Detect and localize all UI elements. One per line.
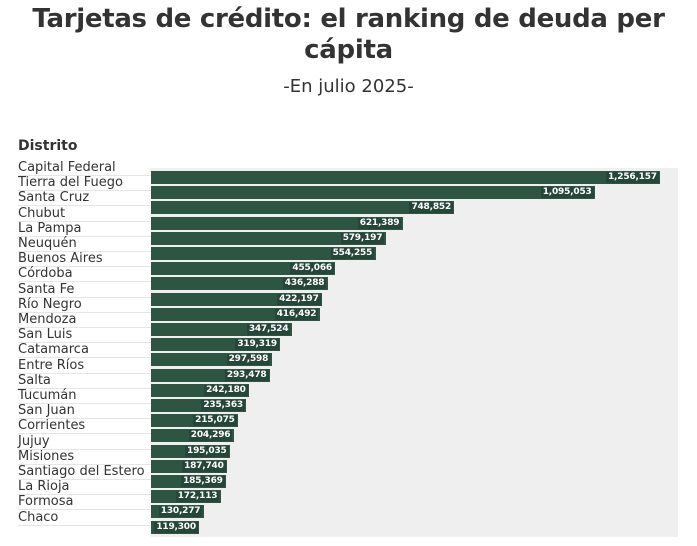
value-label: 319,319 (235, 339, 279, 351)
value-label: 579,197 (340, 232, 385, 244)
row-label: Misiones (18, 449, 151, 465)
bar: 297,598 (151, 353, 272, 367)
bar: 187,740 (151, 459, 228, 473)
value-label: 119,300 (154, 521, 198, 533)
value-label: 347,524 (246, 324, 291, 335)
row-label: Tucumán (18, 389, 151, 404)
value-label: 172,113 (175, 491, 220, 503)
bar: 119,300 (151, 520, 200, 534)
row-label: Buenos Aires (18, 252, 151, 268)
bar: 422,197 (151, 292, 323, 306)
chart-subtitle: -En julio 2025- (283, 76, 414, 97)
row-label: Formosa (18, 495, 151, 511)
bar: 204,296 (151, 429, 234, 443)
value-label: 297,598 (226, 354, 271, 366)
bar: 195,035 (151, 444, 231, 458)
row-label: Córdoba (18, 267, 151, 283)
bar: 319,319 (151, 338, 281, 352)
row-label: Santiago del Estero (18, 465, 151, 480)
row-label: Corrientes (18, 419, 151, 435)
value-label: 455,066 (290, 263, 334, 275)
value-label: 293,478 (224, 369, 269, 381)
bar: 215,075 (151, 414, 239, 428)
bar: 1,256,157 (151, 171, 660, 184)
bar: 621,389 (151, 216, 403, 230)
value-label: 215,075 (193, 415, 237, 427)
row-label: Catamarca (18, 343, 151, 359)
value-label: 1,256,157 (606, 172, 659, 183)
row-label: Santa Fe (18, 282, 151, 298)
row-label: Entre Ríos (18, 358, 151, 374)
value-label: 195,035 (185, 445, 229, 457)
chart-title: Tarjetas de crédito: el ranking de deuda… (32, 4, 665, 65)
column-header-distrito: Distrito (18, 138, 78, 154)
row-label: Tierra del Fuego (18, 176, 151, 192)
row-label: La Pampa (18, 221, 151, 237)
value-label: 621,389 (357, 217, 402, 229)
bar: 130,277 (151, 505, 204, 519)
bar: 1,095,053 (151, 186, 595, 200)
value-label: 185,369 (181, 476, 225, 487)
row-label: Río Negro (18, 297, 151, 313)
bar: 235,363 (151, 399, 247, 412)
bar: 436,288 (151, 277, 328, 291)
value-label: 1,095,053 (540, 187, 594, 199)
row-label: Salta (18, 373, 151, 389)
row-label: Neuquén (18, 237, 151, 252)
value-label: 436,288 (282, 278, 327, 290)
bar: 185,369 (151, 475, 227, 488)
bar: 748,852 (151, 201, 455, 215)
row-label: Jujuy (18, 434, 151, 450)
row-label: Santa Cruz (18, 191, 151, 207)
row-label: Chaco (18, 510, 151, 526)
bar: 579,197 (151, 231, 386, 245)
bar: 172,113 (151, 490, 221, 504)
row-label: San Juan (18, 404, 151, 420)
row-label: Mendoza (18, 313, 151, 328)
value-label: 554,255 (330, 248, 375, 259)
row-label: La Rioja (18, 480, 151, 496)
value-label: 130,277 (158, 506, 203, 518)
value-label: 242,180 (204, 384, 248, 396)
row-label: Capital Federal (18, 161, 151, 176)
bar: 242,180 (151, 383, 250, 397)
value-label: 187,740 (182, 460, 226, 472)
value-label: 416,492 (274, 308, 319, 320)
value-label: 204,296 (188, 430, 233, 442)
row-label: San Luis (18, 328, 151, 344)
value-label: 422,197 (277, 293, 321, 305)
bar: 293,478 (151, 368, 270, 382)
bar: 455,066 (151, 262, 336, 276)
bar: 347,524 (151, 323, 292, 336)
value-label: 748,852 (409, 202, 454, 214)
bar: 416,492 (151, 307, 320, 321)
row-label: Chubut (18, 206, 151, 222)
value-label: 235,363 (201, 400, 245, 411)
bar: 554,255 (151, 247, 376, 260)
